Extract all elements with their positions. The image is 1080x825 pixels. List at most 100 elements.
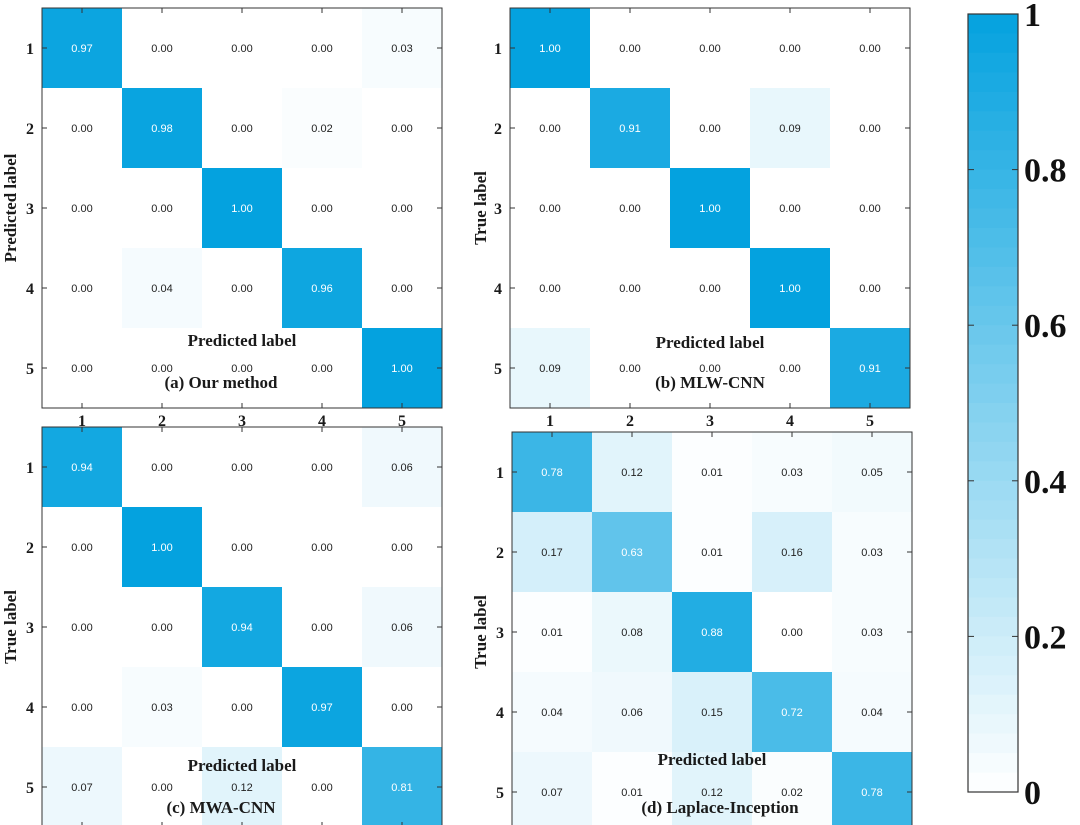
cell-value-label: 0.81	[391, 782, 412, 794]
colorbar-segment	[968, 558, 1018, 579]
cell-value-label: 0.04	[861, 707, 882, 719]
heatmap-cell	[830, 328, 910, 408]
cell-value-label: 0.00	[539, 283, 560, 295]
colorbar-segment	[968, 150, 1018, 171]
heatmap-cell	[362, 88, 442, 168]
heatmap-cell	[202, 507, 282, 587]
cell-value-label: 0.01	[701, 467, 722, 479]
x-tick-label: 5	[866, 413, 874, 430]
colorbar-segment	[968, 714, 1018, 735]
colorbar-segment	[968, 441, 1018, 462]
y-tick-label: 4	[494, 281, 502, 298]
heatmap-cell	[592, 432, 672, 512]
y-axis-label: True label	[471, 595, 490, 669]
cell-value-label: 0.00	[311, 622, 332, 634]
cell-value-label: 0.06	[391, 462, 412, 474]
y-tick-label: 4	[26, 281, 34, 298]
heatmap-cell	[590, 248, 670, 328]
heatmap-cell	[512, 512, 592, 592]
y-tick-label: 3	[496, 625, 504, 642]
x-tick-label: 3	[238, 413, 246, 430]
colorbar-tick-label: 0.2	[1024, 619, 1067, 656]
heatmap-cell	[282, 168, 362, 248]
colorbar-segment	[968, 72, 1018, 93]
colorbar-segment	[968, 33, 1018, 54]
heatmap-cell	[122, 8, 202, 88]
confusion-matrix-panel-2: 1.00 0.00 0.00 0.00 0.00 0.00 0.91 0.00 0.09 0.00…	[471, 7, 911, 430]
y-tick-label: 5	[26, 780, 34, 797]
heatmap-cell	[42, 427, 122, 507]
heatmap-cell	[510, 8, 590, 88]
cell-value-label: 0.00	[539, 203, 560, 215]
heatmap-cell	[752, 592, 832, 672]
heatmap-cell	[830, 88, 910, 168]
y-tick-label: 1	[496, 465, 504, 482]
heatmap-cell	[202, 427, 282, 507]
heatmap-cell	[202, 587, 282, 667]
heatmap-cell	[512, 752, 592, 825]
cell-value-label: 0.00	[311, 782, 332, 794]
heatmap-cell	[362, 8, 442, 88]
heatmap-cell	[122, 427, 202, 507]
cell-value-label: 0.01	[541, 627, 562, 639]
colorbar-segment	[968, 753, 1018, 774]
cell-value-label: 0.00	[231, 363, 252, 375]
colorbar-tick-label: 1	[1024, 0, 1041, 34]
cell-value-label: 0.00	[151, 363, 172, 375]
cell-value-label: 0.96	[311, 283, 332, 295]
heatmap-cell	[752, 432, 832, 512]
heatmap-cell	[282, 587, 362, 667]
heatmap-cell	[750, 328, 830, 408]
heatmap-cell	[42, 587, 122, 667]
cell-value-label: 0.05	[861, 467, 882, 479]
colorbar-segment	[968, 344, 1018, 365]
heatmap-cell	[590, 88, 670, 168]
cell-value-label: 0.00	[539, 123, 560, 135]
cell-value-label: 0.00	[151, 622, 172, 634]
heatmap-cell	[122, 587, 202, 667]
heatmap-cell	[750, 8, 830, 88]
cell-value-label: 0.91	[619, 123, 640, 135]
colorbar-segment	[968, 286, 1018, 307]
cell-value-label: 0.00	[859, 283, 880, 295]
cell-value-label: 0.00	[699, 363, 720, 375]
cell-value-label: 0.01	[701, 547, 722, 559]
heatmap-cell	[750, 88, 830, 168]
heatmap-cell	[282, 8, 362, 88]
colorbar-segment	[968, 91, 1018, 112]
cell-value-label: 0.00	[859, 203, 880, 215]
heatmap-cell	[282, 328, 362, 408]
heatmap-cell	[362, 427, 442, 507]
cell-value-label: 0.00	[779, 363, 800, 375]
cell-value-label: 0.00	[391, 702, 412, 714]
heatmap-cell	[362, 168, 442, 248]
cell-value-label: 1.00	[231, 203, 252, 215]
cell-value-label: 0.00	[391, 283, 412, 295]
confusion-matrix-panel-3: 0.94 0.00 0.00 0.00 0.06 0.00 1.00 0.00 0.00 0.00…	[1, 426, 443, 825]
heatmap-cell	[590, 8, 670, 88]
heatmap-cell	[282, 248, 362, 328]
heatmap-cell	[750, 168, 830, 248]
heatmap-cell	[42, 168, 122, 248]
cell-value-label: 0.15	[701, 707, 722, 719]
heatmap-cell	[282, 427, 362, 507]
cell-value-label: 0.16	[781, 547, 802, 559]
colorbar-segment	[968, 52, 1018, 73]
cell-value-label: 0.00	[151, 462, 172, 474]
cell-value-label: 0.00	[311, 462, 332, 474]
colorbar-segment	[968, 130, 1018, 151]
heatmap-cell	[42, 507, 122, 587]
heatmap-cell	[202, 88, 282, 168]
x-tick-label: 2	[158, 413, 166, 430]
colorbar: 0 0.2 0.4 0.6 0.8 1	[967, 0, 1067, 812]
colorbar-tick-label: 0.6	[1024, 308, 1067, 345]
heatmap-cell	[202, 328, 282, 408]
y-tick-label: 3	[26, 201, 34, 218]
heatmap-cell	[830, 248, 910, 328]
panel-caption: (a) Our method	[164, 373, 278, 392]
cell-value-label: 0.00	[151, 43, 172, 55]
cell-value-label: 0.00	[619, 43, 640, 55]
heatmap-cell	[282, 747, 362, 825]
colorbar-segment	[968, 480, 1018, 501]
colorbar-segment	[968, 675, 1018, 696]
